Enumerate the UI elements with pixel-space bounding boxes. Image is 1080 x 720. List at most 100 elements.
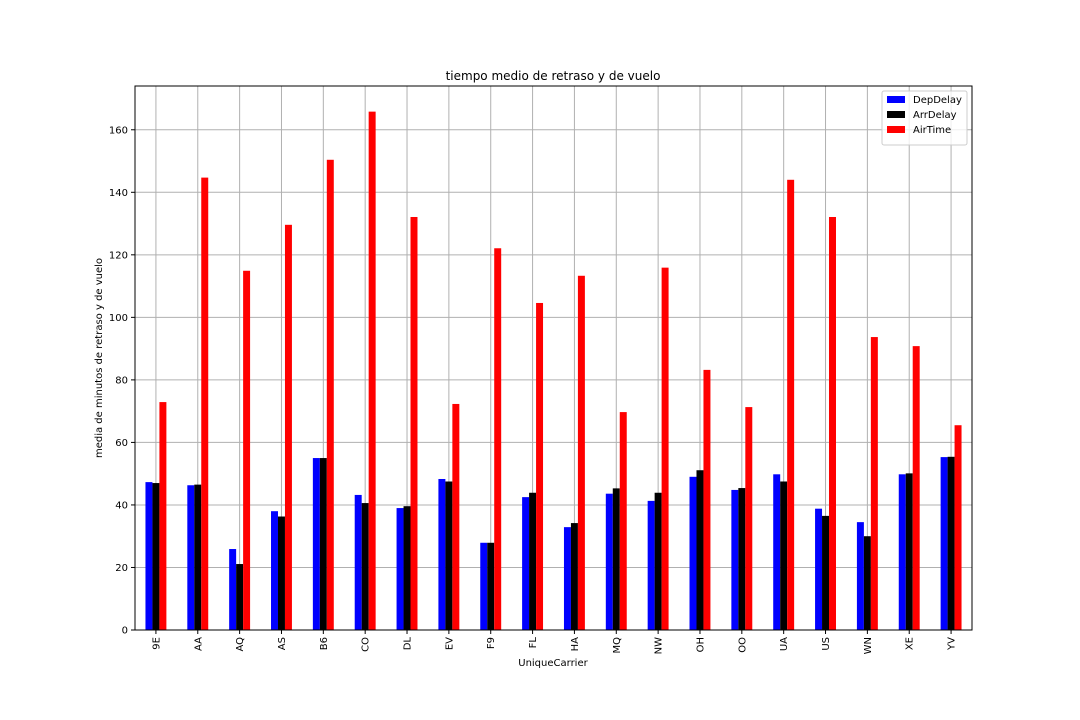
bar-arrdelay-xe xyxy=(905,473,913,630)
bar-arrdelay-ev xyxy=(445,481,453,630)
y-tick-label: 60 xyxy=(115,438,128,449)
chart-title: tiempo medio de retraso y de vuelo xyxy=(446,69,661,83)
bar-airtime-wn xyxy=(870,337,878,630)
bar-arrdelay-mq xyxy=(612,488,620,630)
bar-airtime-co xyxy=(368,111,376,630)
bars-layer xyxy=(145,111,962,631)
y-tick-label: 80 xyxy=(115,375,128,386)
bar-depdelay-oh xyxy=(689,476,697,630)
y-tick-label: 0 xyxy=(122,626,128,637)
bar-depdelay-9e xyxy=(145,482,153,630)
bar-depdelay-co xyxy=(354,494,362,630)
x-tick-label: HA xyxy=(570,637,581,652)
x-tick-label: F9 xyxy=(486,637,497,649)
x-tick-label: XE xyxy=(905,637,916,650)
bar-airtime-us xyxy=(829,216,836,631)
bar-airtime-f9 xyxy=(494,248,502,630)
grid-layer xyxy=(135,86,972,631)
bar-airtime-nw xyxy=(661,267,669,630)
bar-arrdelay-ua xyxy=(780,481,788,630)
legend-swatch-arrdelay xyxy=(887,111,905,118)
x-tick-label: 9E xyxy=(151,637,162,650)
x-tick-label: AS xyxy=(277,637,288,650)
x-axis: 9E AA AQ AS B6 CO DL EV F9 FL HA MQ NW OH OO UA US WN XE YV xyxy=(151,630,958,654)
legend-label-depdelay: DepDelay xyxy=(913,95,962,106)
bar-arrdelay-f9 xyxy=(487,542,495,630)
legend-label-airtime: AirTime xyxy=(913,125,951,136)
y-tick-label: 120 xyxy=(109,250,128,261)
bar-airtime-oh xyxy=(703,369,711,630)
bar-arrdelay-fl xyxy=(529,492,537,630)
bar-depdelay-yv xyxy=(940,457,948,630)
bar-arrdelay-us xyxy=(822,515,830,630)
bar-airtime-aa xyxy=(201,177,209,630)
bar-depdelay-aa xyxy=(187,485,195,630)
bar-airtime-9e xyxy=(159,402,167,630)
bar-depdelay-oo xyxy=(731,489,739,630)
y-tick-label: 20 xyxy=(115,563,128,574)
bar-airtime-b6 xyxy=(326,159,334,630)
bar-arrdelay-dl xyxy=(403,506,411,630)
bar-airtime-as xyxy=(284,224,292,631)
x-tick-label: WN xyxy=(863,637,874,654)
x-tick-label: US xyxy=(821,637,832,651)
bar-depdelay-ha xyxy=(563,527,571,630)
x-tick-label: AA xyxy=(193,637,204,651)
plot-frame xyxy=(134,85,973,631)
bar-airtime-mq xyxy=(619,412,627,630)
bar-arrdelay-aq xyxy=(236,564,244,630)
bar-arrdelay-yv xyxy=(947,456,955,630)
x-tick-label: DL xyxy=(403,637,414,651)
y-tick-label: 160 xyxy=(109,125,128,136)
bar-depdelay-fl xyxy=(522,497,530,630)
bar-airtime-fl xyxy=(536,302,544,630)
bar-airtime-dl xyxy=(410,216,418,631)
y-axis-label: media de minutos de retraso y de vuelo xyxy=(94,258,105,458)
y-tick-label: 140 xyxy=(109,188,128,199)
bar-depdelay-f9 xyxy=(480,542,488,630)
x-tick-label: NW xyxy=(654,637,665,654)
bar-airtime-xe xyxy=(912,346,920,630)
bar-arrdelay-b6 xyxy=(319,458,327,630)
bar-depdelay-wn xyxy=(856,522,864,630)
bar-arrdelay-aa xyxy=(194,484,202,630)
y-tick-label: 100 xyxy=(109,313,128,324)
bar-depdelay-dl xyxy=(396,508,404,630)
bar-airtime-oo xyxy=(745,407,753,630)
x-tick-label: FL xyxy=(528,637,539,649)
x-tick-label: AQ xyxy=(235,637,246,652)
bar-depdelay-ua xyxy=(773,474,781,630)
bar-arrdelay-nw xyxy=(654,492,662,630)
bar-arrdelay-oo xyxy=(738,488,746,630)
bar-arrdelay-as xyxy=(277,516,285,630)
x-tick-label: B6 xyxy=(319,637,330,650)
x-tick-label: OO xyxy=(737,637,748,653)
bar-depdelay-nw xyxy=(647,500,655,630)
bar-arrdelay-9e xyxy=(152,483,160,630)
legend-label-arrdelay: ArrDelay xyxy=(913,110,957,121)
bar-arrdelay-ha xyxy=(570,523,578,630)
legend: DepDelay ArrDelay AirTime xyxy=(881,90,968,146)
bar-airtime-yv xyxy=(954,425,962,630)
bar-arrdelay-co xyxy=(361,503,369,630)
bar-depdelay-aq xyxy=(229,549,237,630)
bar-airtime-aq xyxy=(243,270,251,630)
bar-depdelay-mq xyxy=(605,493,613,630)
x-tick-label: MQ xyxy=(612,637,623,654)
bar-depdelay-b6 xyxy=(312,458,320,630)
legend-swatch-airtime xyxy=(887,126,905,133)
bar-depdelay-xe xyxy=(898,474,906,630)
y-axis: 0 20 40 60 80 100 120 140 160 xyxy=(109,125,135,637)
bar-arrdelay-oh xyxy=(696,470,704,630)
x-tick-label: UA xyxy=(779,637,790,651)
x-tick-label: OH xyxy=(695,637,706,652)
x-tick-label: YV xyxy=(947,637,958,651)
x-tick-label: EV xyxy=(444,637,455,650)
bar-depdelay-us xyxy=(815,508,823,630)
bar-airtime-ha xyxy=(577,275,585,630)
bar-airtime-ua xyxy=(787,179,795,631)
y-tick-label: 40 xyxy=(115,500,128,511)
bar-depdelay-ev xyxy=(438,478,446,630)
x-axis-label: UniqueCarrier xyxy=(518,658,588,669)
